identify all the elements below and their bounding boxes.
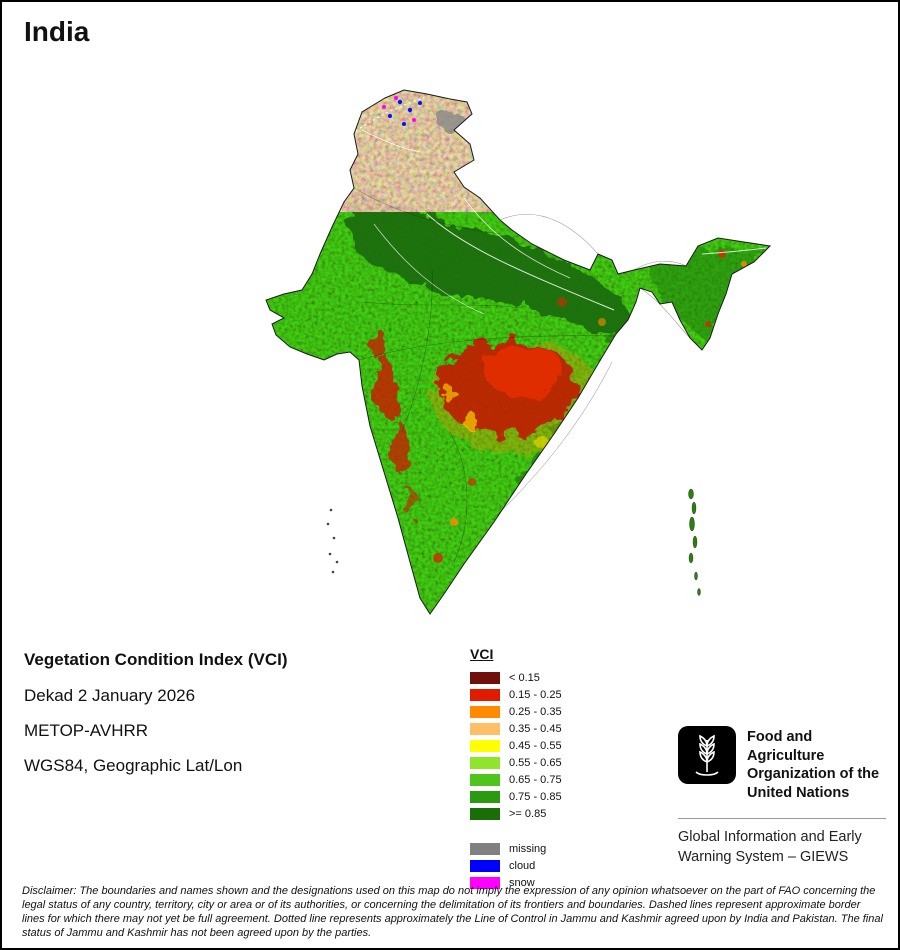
legend-row: >= 0.85 (470, 805, 562, 822)
legend-label: 0.75 - 0.85 (509, 790, 562, 803)
legend-label: 0.25 - 0.35 (509, 705, 562, 718)
legend-swatch (470, 705, 500, 718)
legend-row: 0.75 - 0.85 (470, 788, 562, 805)
legend-row: 0.45 - 0.55 (470, 737, 562, 754)
legend-swatch (470, 671, 500, 684)
legend-row: < 0.15 (470, 669, 562, 686)
legend-row: cloud (470, 857, 562, 874)
legend-row: 0.15 - 0.25 (470, 686, 562, 703)
wheat-icon (695, 734, 719, 776)
legend-label: missing (509, 842, 547, 855)
legend-label: 0.55 - 0.65 (509, 756, 562, 769)
legend-label: 0.45 - 0.55 (509, 739, 562, 752)
disclaimer-text: Disclaimer: The boundaries and names sho… (22, 885, 883, 940)
legend-label: cloud (509, 859, 536, 872)
lakshadweep-islands (326, 508, 339, 574)
legend-extras: missing cloud snow (470, 840, 562, 891)
legend-row: snow (470, 874, 562, 891)
legend-swatch (470, 807, 500, 820)
legend-label: 0.35 - 0.45 (509, 722, 562, 735)
vci-heading: Vegetation Condition Index (VCI) (24, 650, 288, 669)
fao-block: Food and Agriculture Organization of the… (678, 726, 886, 867)
page-title: India (24, 16, 90, 47)
map-raster (266, 90, 770, 614)
dekad-label: Dekad 2 January 2026 (24, 686, 196, 705)
legend-label: >= 0.85 (509, 807, 547, 820)
legend-title: VCI (470, 646, 494, 662)
legend-label: 0.65 - 0.75 (509, 773, 562, 786)
vci-legend: VCI < 0.15 0.15 - 0.25 0.25 - 0.35 0.35 … (470, 646, 562, 891)
legend-label: 0.15 - 0.25 (509, 688, 562, 701)
legend-row: missing (470, 840, 562, 857)
projection-label: WGS84, Geographic Lat/Lon (24, 756, 243, 775)
footer-divider (678, 818, 886, 820)
legend-row: 0.35 - 0.45 (470, 720, 562, 737)
legend-swatch (470, 842, 500, 855)
legend-swatch (470, 790, 500, 803)
legend-label: snow (509, 876, 535, 889)
india-outline (265, 89, 772, 615)
legend-swatch (470, 739, 500, 752)
legend-row: 0.65 - 0.75 (470, 771, 562, 788)
legend-swatch (470, 876, 500, 889)
andaman-islands (688, 488, 701, 596)
legend-swatch (470, 859, 500, 872)
legend-row: 0.25 - 0.35 (470, 703, 562, 720)
giews-name: Global Information and Early Warning Sys… (678, 829, 862, 865)
legend-row: 0.55 - 0.65 (470, 754, 562, 771)
state-boundaries (353, 187, 615, 563)
legend-swatch (470, 688, 500, 701)
legend-swatch (470, 756, 500, 769)
neighbour-borders (499, 214, 691, 339)
line-of-control (351, 97, 425, 135)
fao-name: Food and Agriculture Organization of the… (747, 729, 880, 801)
legend-label: < 0.15 (509, 671, 540, 684)
legend-swatch (470, 773, 500, 786)
sensor-label: METOP-AVHRR (24, 721, 149, 740)
legend-swatch (470, 722, 500, 735)
fao-logo (678, 726, 736, 784)
map-info-block: Vegetation Condition Index (VCI) Dekad 2… (24, 650, 288, 791)
